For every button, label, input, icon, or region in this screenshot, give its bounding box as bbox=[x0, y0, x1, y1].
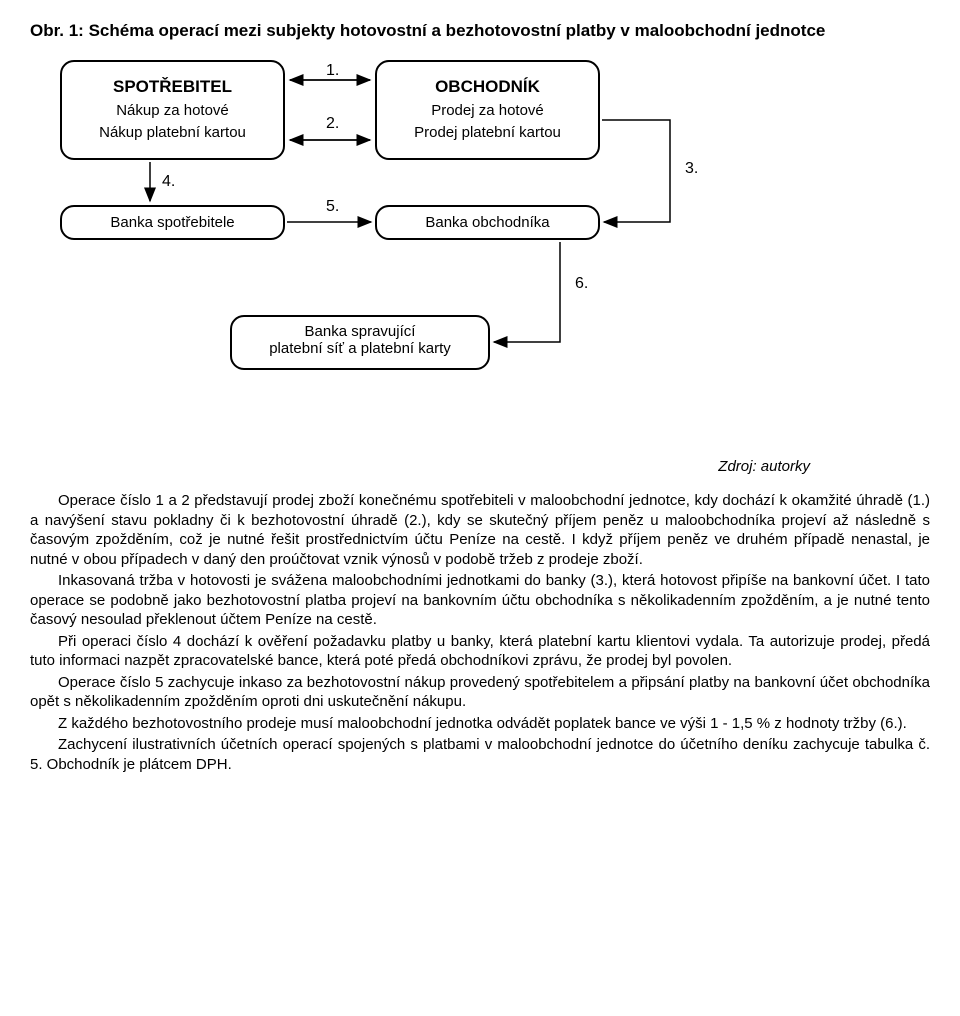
banka-obchodnika-label: Banka obchodníka bbox=[425, 214, 549, 231]
label-4: 4. bbox=[162, 173, 175, 191]
banka-spotrebitele-label: Banka spotřebitele bbox=[110, 214, 234, 231]
banka-spravujici-line1: Banka spravující bbox=[232, 323, 488, 340]
paragraph-1: Operace číslo 1 a 2 představují prodej z… bbox=[30, 491, 930, 569]
paragraph-4: Operace číslo 5 zachycuje inkaso za bezh… bbox=[30, 673, 930, 712]
obchodnik-line2: Prodej platební kartou bbox=[377, 124, 598, 141]
label-3: 3. bbox=[685, 160, 698, 178]
source-label: Zdroj: autorky bbox=[30, 458, 930, 475]
obchodnik-title: OBCHODNÍK bbox=[377, 77, 598, 97]
paragraph-6: Zachycení ilustrativních účetních operac… bbox=[30, 735, 930, 774]
diagram-container: SPOTŘEBITEL Nákup za hotové Nákup plateb… bbox=[30, 60, 930, 440]
paragraph-3: Při operaci číslo 4 dochází k ověření po… bbox=[30, 632, 930, 671]
obchodnik-line1: Prodej za hotové bbox=[377, 102, 598, 119]
label-2: 2. bbox=[326, 115, 339, 133]
banka-spravujici-line2: platební síť a platební karty bbox=[232, 340, 488, 357]
label-1: 1. bbox=[326, 62, 339, 80]
spotrebitel-line1: Nákup za hotové bbox=[62, 102, 283, 119]
box-spotrebitel: SPOTŘEBITEL Nákup za hotové Nákup plateb… bbox=[60, 60, 285, 160]
box-obchodnik: OBCHODNÍK Prodej za hotové Prodej plateb… bbox=[375, 60, 600, 160]
paragraph-2: Inkasovaná tržba v hotovosti je svážena … bbox=[30, 571, 930, 630]
label-6: 6. bbox=[575, 275, 588, 293]
box-banka-spravujici: Banka spravující platební síť a platební… bbox=[230, 315, 490, 370]
spotrebitel-title: SPOTŘEBITEL bbox=[62, 77, 283, 97]
figure-title: Obr. 1: Schéma operací mezi subjekty hot… bbox=[30, 20, 930, 42]
spotrebitel-line2: Nákup platební kartou bbox=[62, 124, 283, 141]
box-banka-obchodnika: Banka obchodníka bbox=[375, 205, 600, 240]
label-5: 5. bbox=[326, 198, 339, 216]
box-banka-spotrebitele: Banka spotřebitele bbox=[60, 205, 285, 240]
paragraph-5: Z každého bezhotovostního prodeje musí m… bbox=[30, 714, 930, 734]
